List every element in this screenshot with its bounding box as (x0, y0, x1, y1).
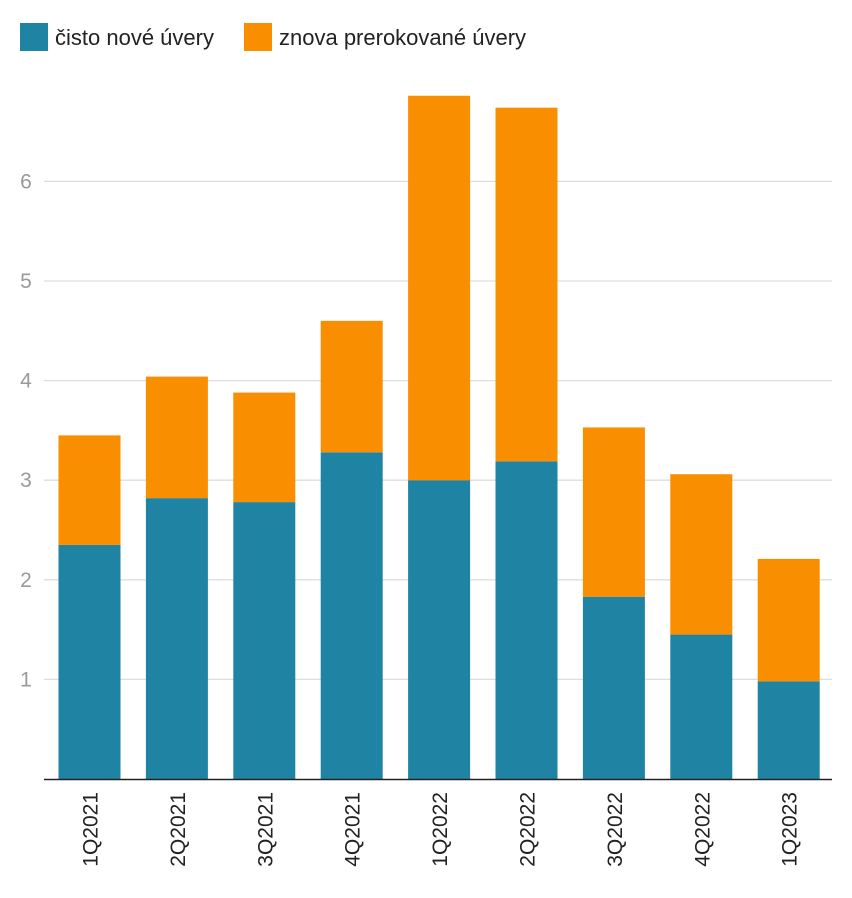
bar-2Q2022-series-2 (495, 107, 558, 462)
bar-4Q2022-series-2 (670, 474, 733, 635)
bar-1Q2021-series-2 (58, 435, 121, 545)
bar-3Q2021-series-1 (233, 502, 296, 779)
bar-1Q2023-series-1 (757, 681, 820, 779)
y-tick-label-2: 2 (20, 569, 32, 592)
x-tick-label-1Q2023: 1Q2023 (779, 792, 802, 867)
bar-4Q2021-series-2 (320, 320, 383, 453)
bar-2Q2022-series-1 (495, 461, 558, 779)
bar-4Q2021-series-1 (320, 452, 383, 779)
legend-label-1: čisto nové úvery (55, 25, 214, 50)
bar-1Q2022-series-1 (408, 480, 471, 779)
x-tick-label-2Q2022: 2Q2022 (517, 792, 540, 867)
legend-label-2: znova prerokované úvery (279, 25, 526, 50)
x-axis-category-labels: 1Q2021 2Q2021 3Q2021 4Q2021 1Q2022 2Q2022 3Q20… (80, 792, 802, 867)
legend-swatch-2 (244, 23, 272, 51)
x-tick-label-1Q2022: 1Q2022 (429, 792, 452, 867)
bar-3Q2021-series-2 (233, 392, 296, 503)
y-tick-label-4: 4 (20, 370, 32, 393)
bar-3Q2022-series-1 (582, 596, 645, 779)
x-tick-label-4Q2021: 4Q2021 (342, 792, 365, 867)
y-axis-ticks: 1 2 3 4 5 6 (20, 170, 32, 691)
x-tick-label-3Q2021: 3Q2021 (254, 792, 277, 867)
y-tick-label-3: 3 (20, 469, 32, 492)
legend-swatch-1 (20, 23, 48, 51)
x-tick-label-1Q2021: 1Q2021 (80, 792, 103, 867)
x-tick-label-4Q2022: 4Q2022 (691, 792, 714, 867)
bar-1Q2023-series-2 (757, 558, 820, 682)
bar-4Q2022-series-1 (670, 634, 733, 779)
y-tick-label-1: 1 (20, 668, 32, 691)
bar-2Q2021-series-1 (145, 498, 208, 779)
x-tick-label-3Q2022: 3Q2022 (604, 792, 627, 867)
bar-1Q2022-series-2 (408, 95, 471, 481)
bar-1Q2021-series-1 (58, 544, 121, 779)
y-tick-label-5: 5 (20, 270, 32, 293)
legend: čisto nové úvery znova prerokované úvery (20, 23, 526, 51)
y-tick-label-6: 6 (20, 170, 32, 193)
x-tick-label-2Q2021: 2Q2021 (167, 792, 190, 867)
bar-2Q2021-series-2 (145, 376, 208, 499)
bars (58, 95, 820, 779)
bar-3Q2022-series-2 (582, 427, 645, 597)
